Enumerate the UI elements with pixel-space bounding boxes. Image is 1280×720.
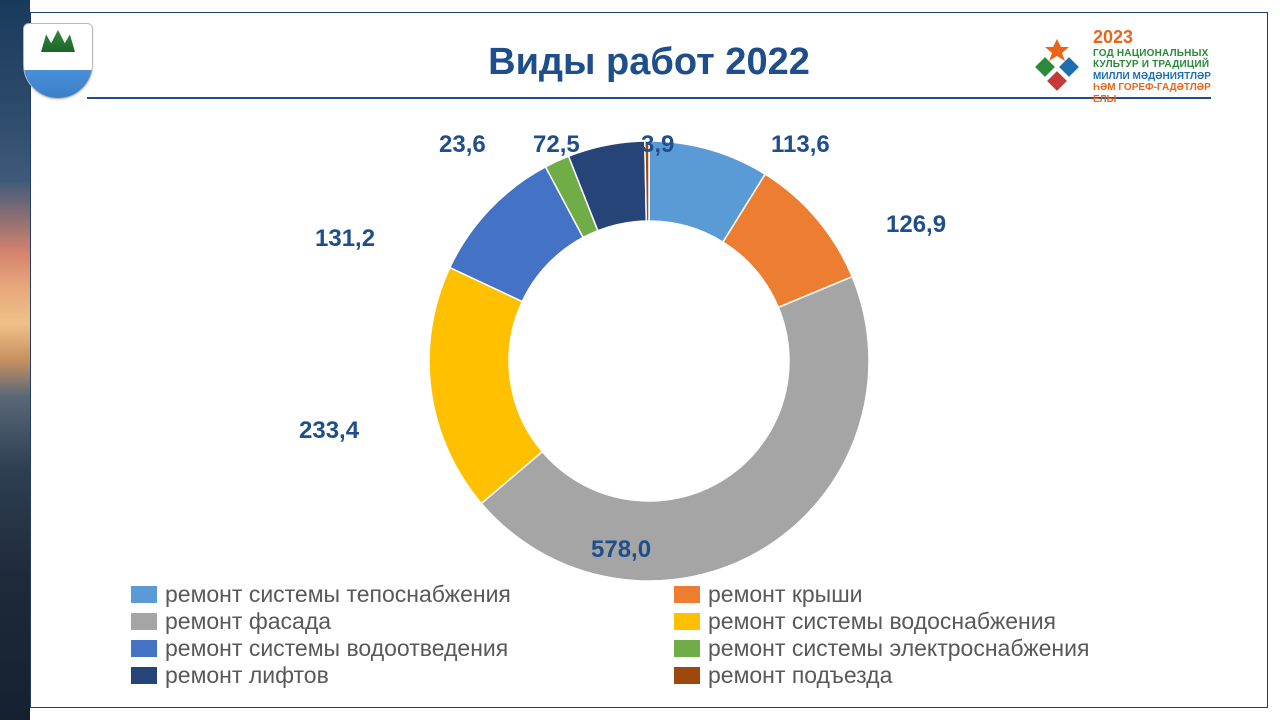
legend-label: ремонт системы водоотведения	[165, 635, 508, 662]
emblem-text: 2023 ГОД НАЦИОНАЛЬНЫХ КУЛЬТУР И ТРАДИЦИЙ…	[1093, 27, 1229, 105]
legend-item: ремонт системы тепоснабжения	[131, 581, 664, 608]
legend-swatch	[674, 586, 700, 603]
legend-swatch	[131, 640, 157, 657]
donut-svg	[409, 121, 889, 601]
donut-data-label: 113,6	[771, 131, 830, 159]
chart-legend: ремонт системы тепоснабжения ремонт крыши…	[131, 581, 1207, 689]
legend-item: ремонт подъезда	[674, 662, 1207, 689]
donut-data-label: 72,5	[533, 131, 580, 159]
legend-item: ремонт системы электроснабжения	[674, 635, 1207, 662]
emblem-year: 2023	[1093, 27, 1229, 48]
background-photo-strip	[0, 0, 30, 720]
legend-label: ремонт лифтов	[165, 662, 329, 689]
legend-label: ремонт системы тепоснабжения	[165, 581, 511, 608]
emblem-line3: МИЛЛИ МӘДӘНИЯТЛӘР	[1093, 71, 1229, 83]
legend-item: ремонт фасада	[131, 608, 664, 635]
legend-swatch	[131, 667, 157, 684]
donut-data-label: 126,9	[886, 211, 946, 239]
donut-data-label: 233,4	[299, 417, 359, 445]
legend-swatch	[674, 640, 700, 657]
ornament-icon	[1029, 27, 1085, 95]
legend-label: ремонт подъезда	[708, 662, 892, 689]
donut-data-label: 578,0	[591, 536, 651, 564]
slide-panel: Виды работ 2022 2023 ГОД НАЦИОНАЛЬНЫ	[30, 12, 1268, 708]
donut-slice	[481, 277, 869, 581]
legend-label: ремонт крыши	[708, 581, 863, 608]
legend-item: ремонт системы водоснабжения	[674, 608, 1207, 635]
emblem-line2: КУЛЬТУР И ТРАДИЦИЙ	[1093, 59, 1229, 71]
donut-data-label: 23,6	[439, 131, 486, 159]
legend-label: ремонт системы водоснабжения	[708, 608, 1056, 635]
legend-item: ремонт лифтов	[131, 662, 664, 689]
legend-label: ремонт фасада	[165, 608, 331, 635]
donut-chart	[409, 121, 889, 601]
legend-swatch	[674, 667, 700, 684]
legend-item: ремонт крыши	[674, 581, 1207, 608]
year-emblem: 2023 ГОД НАЦИОНАЛЬНЫХ КУЛЬТУР И ТРАДИЦИЙ…	[1029, 27, 1229, 105]
legend-label: ремонт системы электроснабжения	[708, 635, 1089, 662]
legend-swatch	[674, 613, 700, 630]
donut-data-label: 131,2	[315, 225, 375, 253]
donut-data-label: 3,9	[641, 131, 674, 159]
emblem-line4: ҺӘМ ГОРЕФ-ГАДӘТЛӘР ЕЛЫ	[1093, 82, 1229, 105]
legend-item: ремонт системы водоотведения	[131, 635, 664, 662]
legend-swatch	[131, 586, 157, 603]
emblem-line1: ГОД НАЦИОНАЛЬНЫХ	[1093, 48, 1229, 60]
legend-swatch	[131, 613, 157, 630]
